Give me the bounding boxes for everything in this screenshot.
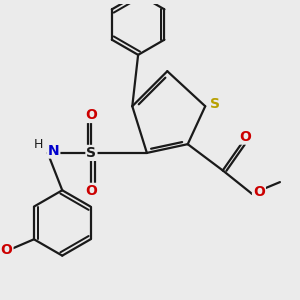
Text: O: O — [253, 185, 265, 199]
Text: O: O — [85, 108, 98, 122]
Text: S: S — [210, 98, 220, 112]
Text: O: O — [239, 130, 251, 144]
Text: H: H — [34, 138, 44, 151]
Text: N: N — [48, 144, 59, 158]
Text: S: S — [86, 146, 96, 160]
Text: O: O — [85, 184, 98, 198]
Text: O: O — [1, 243, 13, 257]
